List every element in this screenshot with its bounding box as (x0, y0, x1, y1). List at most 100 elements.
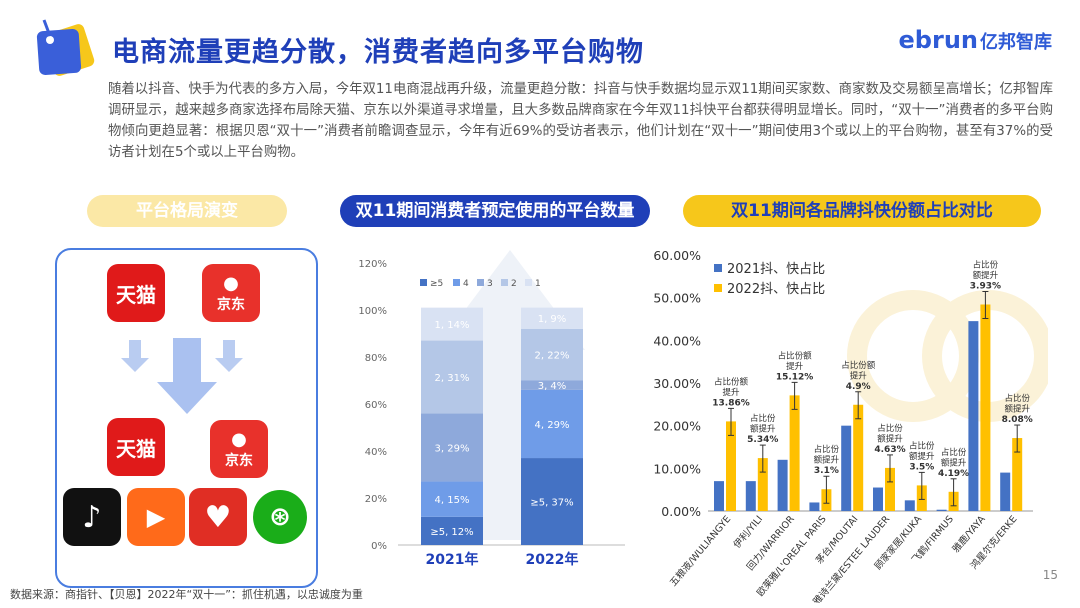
segment-label: 2, 22% (535, 351, 570, 362)
legend-label: 2021抖、快占比 (727, 262, 825, 277)
bar-2022 (885, 467, 895, 511)
y-tick-label: 30.00% (653, 376, 701, 391)
legend-swatch (501, 279, 508, 286)
bar-2021 (841, 425, 852, 511)
change-annotation: 占比份额 (841, 360, 876, 371)
stack-segment (521, 458, 583, 545)
change-annotation: 占比份 (1004, 393, 1030, 404)
y-tick-label: 20% (365, 494, 387, 505)
bar-2022 (853, 404, 864, 511)
segment-label: 3, 29% (435, 443, 470, 454)
legend-swatch (714, 284, 722, 292)
y-tick-label: 40.00% (653, 333, 701, 348)
stack-segment (421, 516, 483, 545)
segment-label: 3, 4% (538, 381, 567, 392)
change-annotation: 3.5% (909, 462, 934, 472)
category-label: 2022年 (526, 551, 579, 568)
brand-share-chart: 0.00% 10.00% 20.00% 30.00% 40.00% 50.00% 60.00… (653, 248, 1048, 603)
change-annotation: 占比份额 (778, 350, 813, 361)
change-annotation: 占比份 (973, 259, 999, 270)
y-tick-label: 10.00% (653, 461, 701, 476)
bar-2021 (873, 487, 883, 511)
category-label: 2021年 (426, 551, 479, 568)
source-note: 数据来源：商指针、【贝恩】2022年“双十一”：抓住机遇，以忠诚度为重 (10, 588, 363, 601)
change-annotation: 8.08% (1002, 415, 1033, 425)
section-middle-title: 双11期间消费者预定使用的平台数量 (340, 195, 650, 227)
brand-logo: ebrun 亿邦智库 (899, 26, 1052, 54)
bar-2021 (809, 502, 820, 511)
legend-swatch (453, 279, 460, 286)
change-annotation: 额提升 (877, 433, 903, 444)
stack-segment (421, 481, 483, 517)
change-annotation: 额提升 (814, 455, 840, 466)
stack-segment (521, 328, 583, 381)
jd-logo: ● 京东 (202, 264, 260, 322)
change-annotation: 5.34% (747, 435, 778, 445)
change-annotation: 13.86% (712, 398, 750, 408)
tmall-logo: 天猫 (107, 264, 165, 322)
tmall-label: 天猫 (116, 282, 156, 307)
y-tick-label: 50.00% (653, 291, 701, 306)
change-annotation: 占比份 (750, 413, 776, 424)
legend-label: 1 (535, 279, 541, 289)
jd-dog-icon: ● (223, 272, 239, 294)
change-annotation: 额提升 (973, 270, 999, 281)
jd-label-2: 京东 (225, 452, 253, 469)
platform-panel: 天猫 ● 京东 天猫 ● 京东 ♪ ▶ ♥ ⊛ (55, 248, 318, 588)
page-title: 电商流量更趋分散，消费者趋向多平台购物 (112, 37, 644, 68)
bar-2021 (1000, 472, 1011, 511)
y-tick-label: 120% (358, 259, 387, 270)
legend-swatch (420, 279, 427, 286)
legend-swatch (525, 279, 532, 286)
change-annotation: 额提升 (909, 451, 935, 462)
bar-2022 (757, 458, 768, 511)
brand-label: 五粮液/WULIANGYE (667, 513, 733, 588)
change-annotation: 额提升 (750, 424, 776, 435)
change-annotation: 占比份 (909, 440, 935, 451)
change-annotation: 占比份 (814, 444, 840, 455)
y-tick-label: 60% (365, 400, 387, 411)
jd-label: 京东 (217, 296, 245, 313)
legend-label: 2022抖、快占比 (727, 282, 825, 297)
legend-swatch (714, 264, 722, 272)
down-arrows-icon (121, 338, 243, 414)
y-tick-label: 100% (358, 306, 387, 317)
bar-2022 (789, 395, 800, 511)
y-tick-label: 80% (365, 353, 387, 364)
pinduoduo-logo: ♥ (189, 488, 247, 546)
douyin-logo: ♪ (63, 488, 121, 546)
change-annotation: 提升 (722, 387, 740, 398)
segment-label: 4, 15% (435, 495, 470, 506)
y-tick-label: 60.00% (653, 248, 701, 263)
page-number: 15 (1042, 568, 1058, 582)
jd-dog-icon-2: ● (231, 428, 247, 450)
segment-label: ≥5, 12% (430, 527, 473, 538)
bar-2021 (904, 500, 915, 511)
change-annotation: 4.63% (874, 445, 905, 455)
change-annotation: 额提升 (941, 457, 967, 468)
intro-paragraph: 随着以抖音、快手为代表的多方入局，今年双11电商混战再升级，流量更趋分散：抖音与… (108, 82, 1053, 160)
change-annotation: 4.9% (846, 382, 871, 392)
section-left-title: 平台格局演变 (87, 195, 287, 227)
brand-cn: 亿邦智库 (980, 32, 1052, 53)
tmall-logo-2: 天猫 (107, 418, 165, 476)
change-annotation: 4.19% (938, 469, 969, 479)
y-tick-label: 40% (365, 447, 387, 458)
segment-label: ≥5, 37% (530, 498, 573, 509)
change-annotation: 15.12% (776, 372, 814, 382)
legend-label: 2 (511, 279, 517, 289)
bar-2021 (936, 509, 947, 511)
bar-2022 (1012, 438, 1023, 511)
change-annotation: 占比份 (941, 447, 967, 458)
bar-2021 (968, 321, 979, 511)
segment-label: 2, 31% (435, 373, 470, 384)
tmall-label-2: 天猫 (116, 436, 156, 461)
change-annotation: 占比份 (877, 423, 903, 434)
jd-logo-2: ● 京东 (210, 420, 268, 478)
section-right-title: 双11期间各品牌抖快份额占比对比 (683, 195, 1041, 227)
y-tick-label: 0% (371, 541, 387, 552)
bar-2022 (726, 421, 736, 511)
tag-icon (36, 19, 95, 76)
legend-label: 4 (463, 279, 469, 289)
brand-latin: ebrun (898, 26, 978, 54)
